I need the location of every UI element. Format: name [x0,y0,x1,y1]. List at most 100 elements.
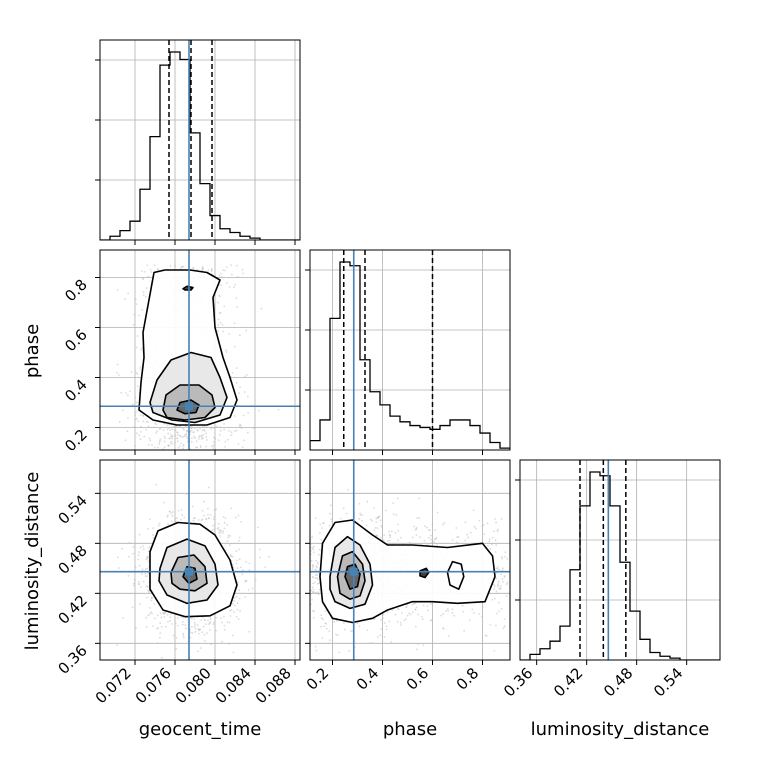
pair-phase-vs-luminosity-distance-point [383,636,386,638]
pair-geocent-time-vs-phase-point [202,437,204,439]
pair-geocent-time-vs-luminosity-distance-point [181,623,184,626]
pair-geocent-time-vs-phase-point [135,371,138,374]
pair-phase-vs-luminosity-distance-point [389,534,392,537]
pair-geocent-time-vs-luminosity-distance-point [222,615,225,618]
pair-phase-vs-luminosity-distance-point [414,602,417,605]
pair-geocent-time-vs-luminosity-distance-point [142,548,145,551]
pair-phase-vs-luminosity-distance-point [314,645,317,648]
pair-geocent-time-vs-luminosity-distance-point [137,583,140,586]
pair-geocent-time-vs-phase-point [222,269,224,271]
pair-geocent-time-vs-phase-point [183,478,185,480]
pair-geocent-time-vs-luminosity-distance-point [145,626,148,628]
pair-phase-vs-luminosity-distance-point [312,576,315,578]
pair-phase-vs-luminosity-distance-point [318,582,320,584]
pair-phase-vs-luminosity-distance-point [371,641,373,644]
pair-geocent-time-vs-phase-point [174,264,176,267]
pair-geocent-time-vs-phase-point [156,430,158,433]
pair-phase-vs-luminosity-distance-point [293,637,295,639]
pair-geocent-time-vs-phase-point [116,371,118,374]
pair-geocent-time-vs-luminosity-distance-point [193,625,196,628]
pair-phase-vs-luminosity-distance-point [277,536,279,538]
pair-phase-vs-luminosity-distance-point [400,612,403,614]
pair-phase-vs-luminosity-distance-point [305,586,307,588]
pair-phase-vs-luminosity-distance-point [339,517,342,520]
pair-geocent-time-vs-luminosity-distance-point [135,626,137,629]
pair-geocent-time-vs-luminosity-distance-point [245,560,247,563]
pair-geocent-time-vs-phase-point [218,294,221,297]
pair-phase-vs-luminosity-distance-point [469,531,472,534]
x-axis-label-luminosity-distance: luminosity_distance [531,719,710,740]
pair-phase-vs-luminosity-distance-point [400,536,402,539]
pair-geocent-time-vs-phase-point [142,278,144,280]
pair-geocent-time-vs-phase-point [153,426,156,429]
pair-geocent-time-vs-phase-point [203,469,205,471]
pair-geocent-time-vs-phase-point [190,450,192,452]
pair-geocent-time-vs-phase-point [224,269,226,272]
pair-geocent-time-vs-luminosity-distance-point [177,509,180,512]
pair-geocent-time-vs-luminosity-distance-point [248,562,251,565]
pair-phase-vs-luminosity-distance-point [306,621,308,623]
pair-geocent-time-vs-luminosity-distance-point [196,624,199,627]
pair-phase-vs-luminosity-distance-point [329,512,332,515]
pair-geocent-time-vs-phase-point [211,426,214,429]
pair-geocent-time-vs-luminosity-distance-point [200,619,203,621]
pair-geocent-time-vs-luminosity-distance-point [144,572,147,575]
y-tick-label-luminosity-distance-0: 0.36 [54,641,90,677]
pair-phase-vs-luminosity-distance-point [434,538,436,541]
pair-phase-vs-luminosity-distance-point [350,630,352,632]
pair-phase-vs-luminosity-distance-point [478,519,481,522]
pair-phase-vs-luminosity-distance-point [493,585,496,588]
pair-geocent-time-vs-phase-point [228,429,230,432]
pair-geocent-time-vs-phase-point [195,446,197,449]
pair-geocent-time-vs-luminosity-distance-point [185,627,187,630]
pair-phase-vs-luminosity-distance-point [502,627,505,629]
pair-phase-vs-luminosity-distance-point [503,618,506,621]
pair-phase-vs-luminosity-distance-point [468,619,471,622]
pair-phase-vs-luminosity-distance-point [320,617,323,620]
pair-phase-vs-luminosity-distance-point [292,557,294,559]
pair-geocent-time-vs-luminosity-distance-point [167,523,169,525]
pair-geocent-time-vs-luminosity-distance-point [240,520,243,523]
pair-geocent-time-vs-phase-point [240,427,243,430]
pair-geocent-time-vs-luminosity-distance-point [173,520,176,523]
pair-phase-vs-luminosity-distance-point [270,596,272,598]
pair-geocent-time-vs-luminosity-distance-point [224,517,227,520]
pair-phase-vs-luminosity-distance-point [501,578,504,581]
pair-phase-vs-luminosity-distance-point [497,528,500,531]
pair-geocent-time-vs-phase-frame [99,249,301,451]
pair-geocent-time-vs-luminosity-distance-point [197,650,199,653]
pair-phase-vs-luminosity-distance-point [394,613,397,616]
y-axis-label-luminosity-distance: luminosity_distance [22,472,43,651]
pair-geocent-time-vs-phase-point [237,392,240,395]
pair-phase-vs-luminosity-distance-point [290,516,292,518]
pair-phase-vs-luminosity-distance-point [319,523,322,526]
pair-geocent-time-vs-luminosity-distance-point [192,517,195,520]
pair-phase-vs-luminosity-distance-point [333,621,336,624]
pair-geocent-time-vs-luminosity-distance-point [230,507,233,510]
hist-frame-luminosity-distance [519,459,721,661]
pair-geocent-time-vs-luminosity-distance-point [209,618,212,621]
pair-geocent-time-vs-phase-point [235,264,238,267]
pair-geocent-time-vs-luminosity-distance-point [238,536,241,539]
pair-geocent-time-vs-phase-point [140,348,143,351]
pair-geocent-time-vs-luminosity-distance-point [116,644,119,647]
pair-phase-vs-luminosity-distance-point [267,560,269,562]
pair-phase-vs-luminosity-distance-point [385,628,388,631]
pair-phase-vs-luminosity-distance-point [324,609,327,612]
pair-geocent-time-vs-phase-point [131,403,134,406]
pair-geocent-time-vs-phase-point [141,309,143,311]
pair-geocent-time-vs-luminosity-distance-point [182,636,185,639]
pair-geocent-time-vs-luminosity-distance-point [213,528,216,530]
pair-geocent-time-vs-phase-point [210,270,213,273]
pair-phase-vs-luminosity-distance-point [376,527,379,529]
pair-phase-vs-luminosity-distance-point [312,566,314,569]
pair-phase-vs-luminosity-distance-point [422,604,425,607]
pair-geocent-time-vs-phase-point [182,447,184,450]
pair-phase-vs-luminosity-distance-point [495,624,497,627]
pair-phase-vs-luminosity-distance-point [392,502,395,505]
pair-geocent-time-vs-phase-point [132,323,135,326]
pair-phase-vs-luminosity-distance-point [274,583,276,585]
x-tick-label-luminosity-distance-1: 0.42 [550,664,586,700]
pair-phase-vs-luminosity-distance-point [435,537,438,539]
pair-geocent-time-vs-phase-point [182,445,185,447]
